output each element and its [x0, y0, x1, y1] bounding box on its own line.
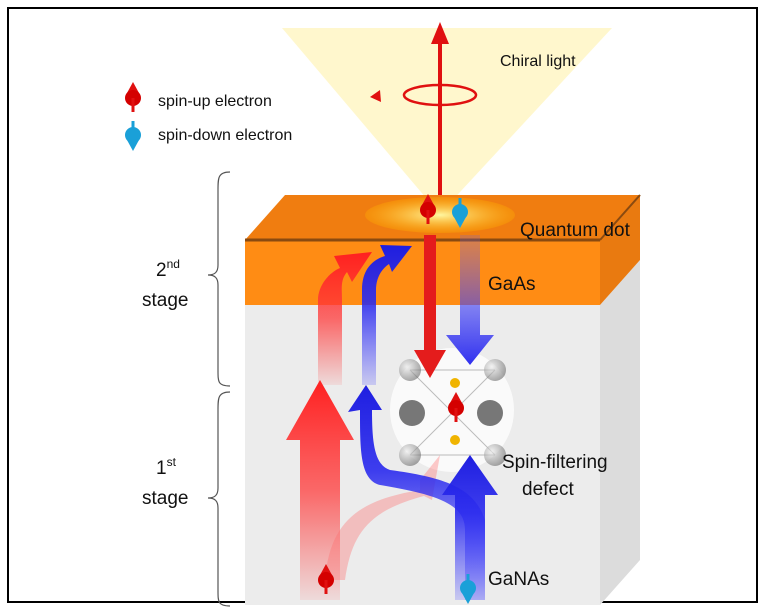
stage-label: stage — [142, 290, 188, 311]
atom — [399, 400, 425, 426]
n-atom — [450, 435, 460, 445]
n-atom — [450, 378, 460, 388]
gaas-front — [245, 240, 600, 305]
label: GaNAs — [488, 569, 549, 590]
page: spin-up electron spin-down electron Chir… — [0, 0, 765, 610]
atom — [484, 359, 506, 381]
diagram: spin-up electron spin-down electron Chir… — [0, 0, 765, 610]
label: Chiral light — [500, 53, 576, 70]
atom — [399, 359, 421, 381]
atom — [399, 444, 421, 466]
label: GaAs — [488, 274, 536, 295]
label: Quantum dot — [520, 220, 631, 241]
label: Spin-filtering — [502, 452, 608, 473]
ganas-side — [600, 260, 640, 605]
legend-label: spin-up electron — [158, 93, 272, 110]
legend-label: spin-down electron — [158, 127, 292, 144]
label: defect — [522, 479, 574, 500]
stage-label: stage — [142, 488, 188, 509]
atom — [477, 400, 503, 426]
quantum-dot — [365, 197, 515, 233]
